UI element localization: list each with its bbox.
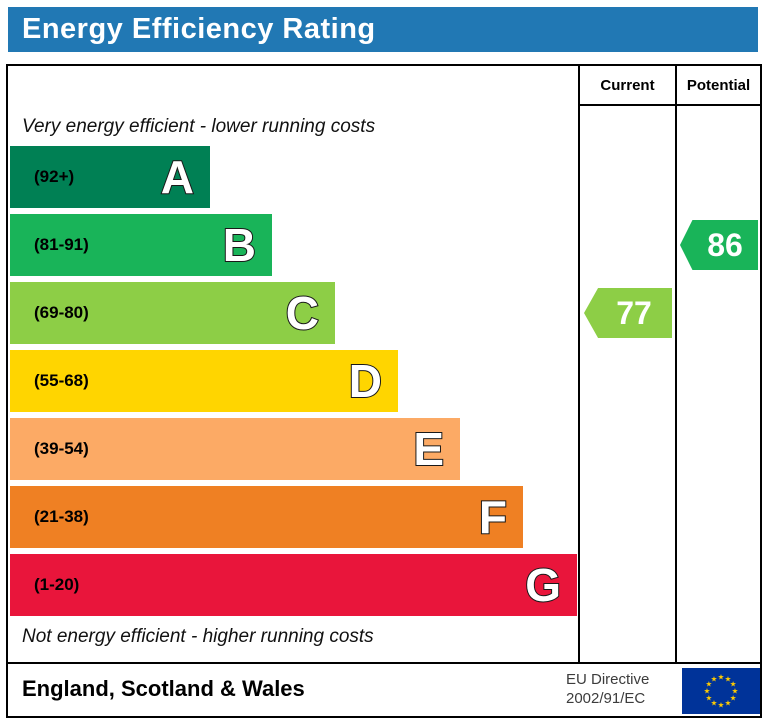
band-c: (69-80) C xyxy=(10,282,335,344)
svg-text:★: ★ xyxy=(704,687,711,696)
svg-text:★: ★ xyxy=(730,680,737,689)
column-divider-potential xyxy=(675,66,677,662)
eu-flag-field xyxy=(682,668,760,714)
eu-directive-line1: EU Directive xyxy=(566,671,650,688)
svg-text:★: ★ xyxy=(711,674,718,683)
note-very-efficient: Very energy efficient - lower running co… xyxy=(22,116,376,137)
eu-directive-label: EU Directive 2002/91/EC xyxy=(566,670,649,708)
svg-text:★: ★ xyxy=(725,699,732,708)
svg-text:★: ★ xyxy=(730,694,737,703)
column-header-potential: Potential xyxy=(686,77,751,94)
band-a: (92+) A xyxy=(10,146,210,208)
band-f: (21-38) F xyxy=(10,486,523,548)
band-g-range: (1-20) xyxy=(34,575,80,594)
eu-directive-line2: 2002/91/EC xyxy=(566,690,646,707)
band-e-letter: E xyxy=(412,423,445,475)
band-b-range: (81-91) xyxy=(34,235,89,254)
band-c-letter: C xyxy=(285,287,320,339)
svg-text:★: ★ xyxy=(706,694,713,703)
band-d-letter: D xyxy=(348,355,383,407)
band-b: (81-91) B xyxy=(10,214,272,276)
current-rating-pointer: 77 xyxy=(584,288,672,338)
svg-text:★: ★ xyxy=(706,680,713,689)
band-g: (1-20) G xyxy=(10,554,577,616)
svg-text:★: ★ xyxy=(711,699,718,708)
band-d: (55-68) D xyxy=(10,350,398,412)
footer-divider xyxy=(8,662,760,664)
column-header-current: Current xyxy=(600,77,655,94)
page-title: Energy Efficiency Rating xyxy=(8,7,758,52)
band-b-letter: B xyxy=(222,219,257,271)
potential-rating-value: 86 xyxy=(707,226,743,263)
band-d-range: (55-68) xyxy=(34,371,89,390)
current-rating-value: 77 xyxy=(616,294,652,331)
band-a-letter: A xyxy=(160,151,195,203)
svg-text:★: ★ xyxy=(718,701,725,710)
note-not-efficient: Not energy efficient - higher running co… xyxy=(22,626,374,647)
svg-text:★: ★ xyxy=(718,673,725,682)
band-f-letter: F xyxy=(478,491,508,543)
band-f-range: (21-38) xyxy=(34,507,89,526)
svg-text:★: ★ xyxy=(732,687,739,696)
band-e: (39-54) E xyxy=(10,418,460,480)
potential-rating-pointer: 86 xyxy=(680,220,758,270)
region-label: England, Scotland & Wales xyxy=(22,676,305,701)
eu-flag-icon: ★ ★★★★★★★★★★★ xyxy=(682,668,760,714)
band-g-letter: G xyxy=(524,559,562,611)
band-e-range: (39-54) xyxy=(34,439,89,458)
svg-text:★: ★ xyxy=(725,674,732,683)
band-c-range: (69-80) xyxy=(34,303,89,322)
column-divider-current xyxy=(578,66,580,662)
band-a-range: (92+) xyxy=(34,167,75,186)
eu-flag-stars: ★ ★★★★★★★★★★★ xyxy=(704,673,739,710)
rating-table: Current Potential Very energy efficient … xyxy=(6,64,762,718)
header-underline xyxy=(578,104,760,106)
